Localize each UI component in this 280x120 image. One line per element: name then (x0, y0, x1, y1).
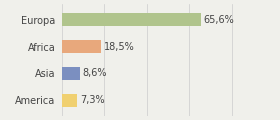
Text: 7,3%: 7,3% (80, 95, 104, 105)
Bar (62, 67, 80, 80)
Text: 65,6%: 65,6% (204, 15, 235, 25)
Bar (62, 13, 201, 26)
Text: 18,5%: 18,5% (104, 42, 134, 52)
Bar (62, 40, 101, 53)
Bar (62, 94, 77, 107)
Text: 8,6%: 8,6% (82, 68, 107, 78)
